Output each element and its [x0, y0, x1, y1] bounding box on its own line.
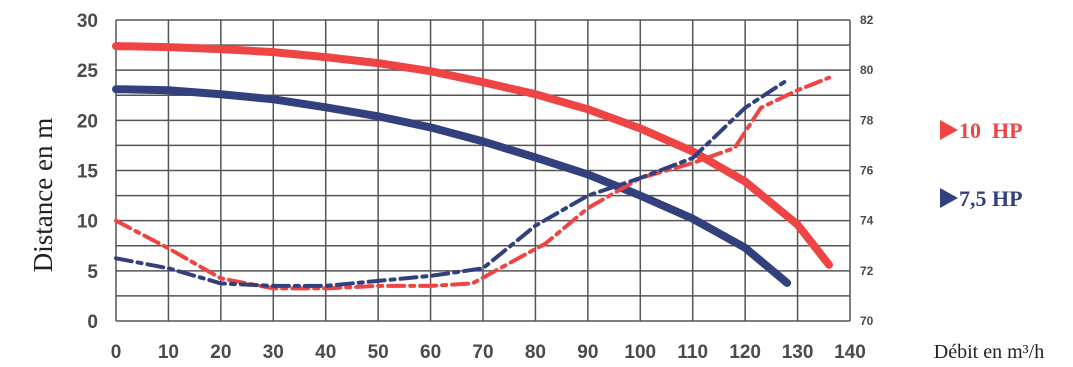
x-axis-label: Débit en m³/h: [934, 341, 1044, 363]
legend-label-7-5hp: 7,5 HP: [959, 186, 1023, 211]
chart-ticks: 0 10 20 30 40 50 60 70 80 90 100 110 120 130 140 0 5 10 15…: [77, 11, 874, 363]
legend-marker-10hp: [940, 120, 958, 140]
legend-item-7-5hp: 7,5 HP: [940, 186, 1023, 211]
y2-tick-label: 80: [860, 63, 874, 77]
x-tick-label: 130: [782, 342, 814, 363]
x-tick-label: 40: [315, 342, 336, 363]
x-tick-label: 0: [111, 342, 122, 363]
x-tick-label: 50: [368, 342, 389, 363]
series-line-3-efficiency: [114, 78, 790, 288]
y2-tick-label: 76: [860, 164, 874, 178]
y-tick-label: 25: [77, 61, 99, 82]
y-tick-label: 5: [87, 262, 98, 283]
y-axis-label: Distance en m: [28, 118, 58, 272]
x-tick-label: 70: [472, 342, 493, 363]
series-line-0-head: [112, 42, 833, 269]
y2-tick-label: 74: [860, 214, 874, 228]
x-tick-label: 120: [729, 342, 761, 363]
x-tick-label: 20: [210, 342, 231, 363]
x-tick-label: 80: [525, 342, 546, 363]
legend: 10 HP 7,5 HP: [940, 118, 1023, 211]
y-tick-label: 0: [87, 312, 98, 333]
legend-marker-7-5hp: [940, 188, 958, 208]
series-line-1-head: [112, 85, 792, 287]
y-tick-label: 15: [77, 162, 99, 183]
y-tick-label: 30: [77, 11, 98, 32]
y2-tick-label: 70: [860, 314, 874, 328]
x-tick-label: 90: [577, 342, 598, 363]
y2-tick-label: 78: [860, 113, 874, 127]
legend-label-10hp: 10 HP: [959, 118, 1023, 143]
series-line-2-efficiency: [114, 75, 831, 291]
y2-tick-label: 72: [860, 264, 874, 278]
x-tick-label: 140: [834, 342, 866, 363]
x-tick-label: 60: [420, 342, 441, 363]
x-tick-label: 30: [263, 342, 284, 363]
x-tick-label: 10: [158, 342, 179, 363]
y-tick-label: 20: [77, 111, 98, 132]
y2-tick-label: 82: [860, 13, 874, 27]
x-tick-label: 110: [677, 342, 708, 363]
chart-series: [112, 42, 833, 291]
x-tick-label: 100: [624, 342, 656, 363]
legend-item-10hp: 10 HP: [940, 118, 1023, 143]
y-tick-label: 10: [77, 212, 98, 233]
